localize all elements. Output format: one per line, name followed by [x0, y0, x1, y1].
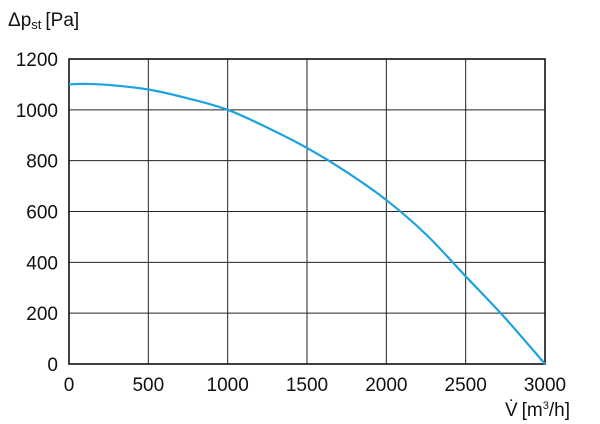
x-tick-label: 2000: [365, 375, 407, 396]
y-tick-label: 0: [47, 355, 58, 376]
y-tick-label: 200: [26, 304, 58, 325]
x-tick-label: 500: [132, 375, 164, 396]
y-axis-subscript: st: [31, 17, 42, 32]
x-tick-label: 3000: [524, 375, 566, 396]
y-axis-label: Δpst [Pa]: [8, 10, 79, 32]
y-tick-label: 800: [26, 152, 58, 173]
y-tick-labels: 0 200 400 600 800 1000 1200: [16, 50, 58, 376]
y-tick-label: 1200: [16, 50, 58, 71]
x-axis-symbol: V̇: [505, 400, 518, 421]
x-tick-label: 1000: [207, 375, 249, 396]
y-axis-symbol: Δp: [8, 10, 31, 31]
y-axis-unit: [Pa]: [45, 10, 79, 31]
x-tick-labels: 0 500 1000 1500 2000 2500 3000: [64, 375, 566, 396]
x-axis-unit-prefix: [m: [522, 400, 543, 421]
x-tick-label: 0: [64, 375, 75, 396]
pressure-curve-line: [68, 82, 546, 365]
x-tick-label: 1500: [286, 375, 328, 396]
grid: [68, 58, 546, 365]
plot-frame: [68, 58, 546, 365]
x-axis-label: V̇ [m3/h]: [505, 400, 570, 421]
y-tick-label: 1000: [16, 101, 58, 122]
y-tick-label: 400: [26, 253, 58, 274]
y-tick-label: 600: [26, 203, 58, 224]
x-axis-unit-power: 3: [543, 400, 549, 412]
x-tick-label: 2500: [445, 375, 487, 396]
x-axis-unit-suffix: /h]: [549, 400, 570, 421]
